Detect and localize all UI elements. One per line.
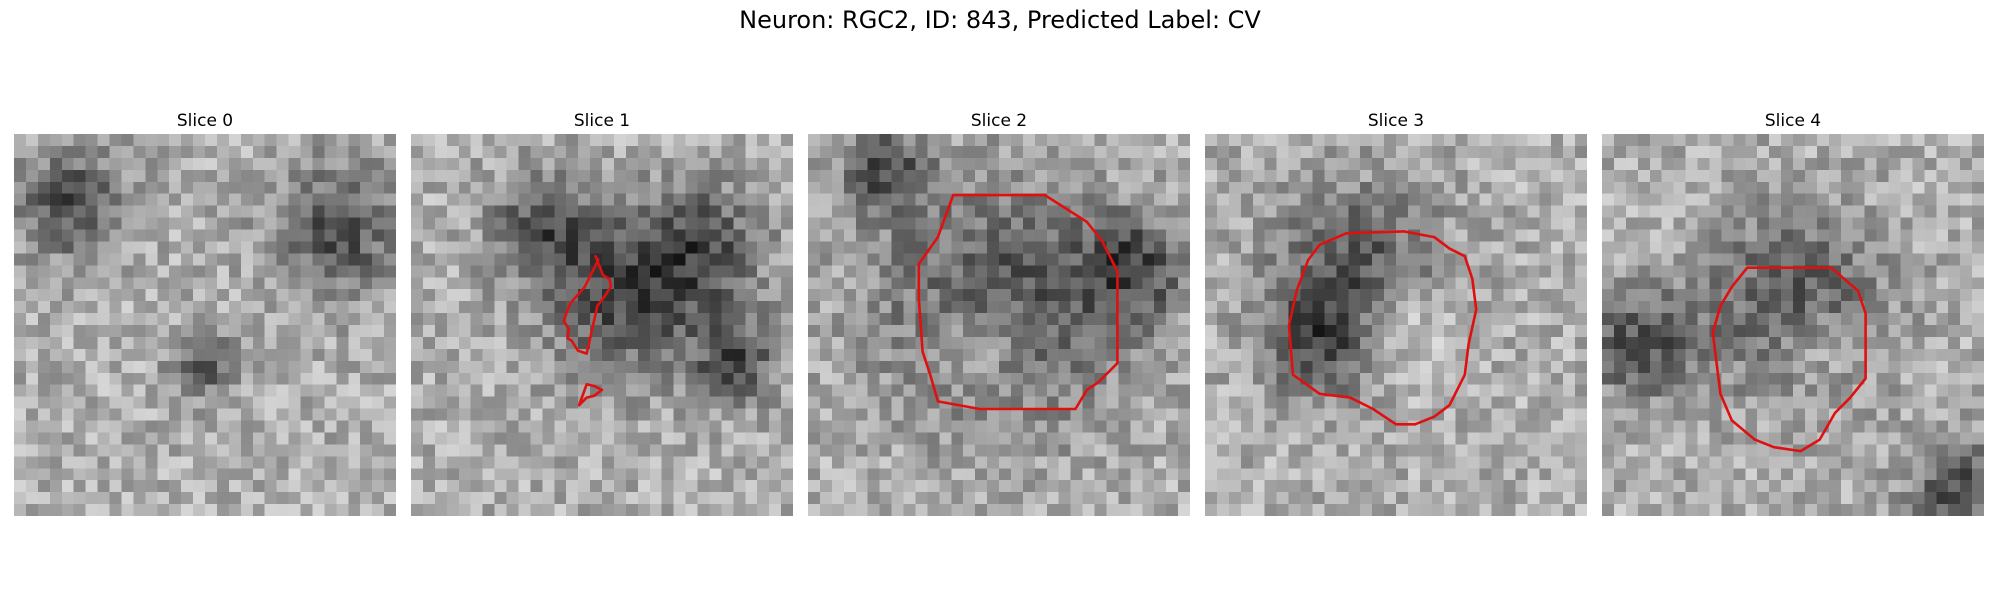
slice-raster — [808, 134, 1190, 516]
figure-title: Neuron: RGC2, ID: 843, Predicted Label: … — [739, 6, 1261, 34]
segmentation-contour — [917, 193, 1119, 411]
panel-title: Slice 0 — [176, 111, 234, 131]
segmentation-contour — [1287, 230, 1478, 426]
panel-title: Slice 2 — [970, 111, 1028, 131]
contour-overlay — [1287, 230, 1478, 426]
slice-panel-3: Slice 3 — [1205, 108, 1587, 516]
slice-raster — [14, 134, 396, 516]
slice-panel-1: Slice 1 — [411, 108, 793, 516]
contour-overlay — [1711, 266, 1867, 453]
slice-raster — [1602, 134, 1984, 516]
slice-raster — [1205, 134, 1587, 516]
contour-overlay — [562, 254, 613, 407]
slice-image — [411, 134, 793, 516]
contour-overlay — [917, 193, 1119, 411]
contour-overlay — [14, 134, 396, 516]
slice-image — [1205, 134, 1587, 516]
segmentation-contour — [577, 382, 604, 407]
slice-panel-4: Slice 4 — [1602, 108, 1984, 516]
panel-title: Slice 1 — [573, 111, 631, 131]
slice-raster — [411, 134, 793, 516]
panel-title: Slice 3 — [1367, 111, 1425, 131]
slice-image — [1602, 134, 1984, 516]
slice-image — [808, 134, 1190, 516]
slice-panel-2: Slice 2 — [808, 108, 1190, 516]
segmentation-contour — [562, 254, 613, 355]
panel-title: Slice 4 — [1764, 111, 1822, 131]
slice-image — [14, 134, 396, 516]
segmentation-contour — [1711, 266, 1867, 453]
slice-panel-0: Slice 0 — [14, 108, 396, 516]
